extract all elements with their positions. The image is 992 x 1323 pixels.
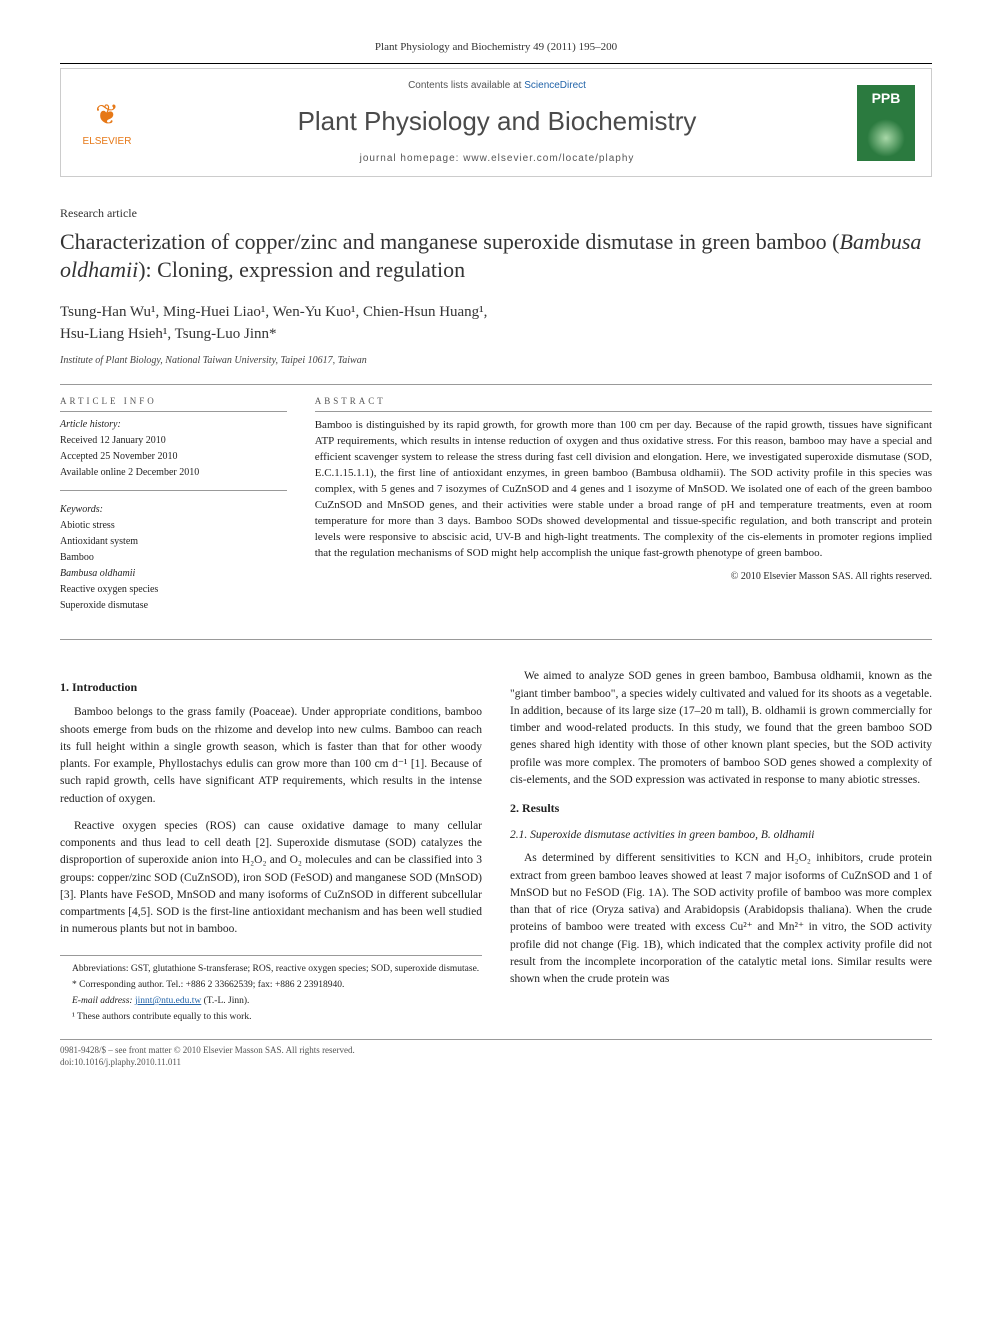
- accepted-date: Accepted 25 November 2010: [60, 450, 287, 464]
- cover-graphic: [867, 119, 905, 157]
- page-footer: 0981-9428/$ – see front matter © 2010 El…: [60, 1039, 932, 1069]
- keyword-item: Bambusa oldhamii: [60, 567, 287, 581]
- history-head: Article history:: [60, 418, 287, 432]
- journal-homepage: journal homepage: www.elsevier.com/locat…: [153, 152, 841, 166]
- email-label: E-mail address:: [72, 996, 135, 1006]
- online-date: Available online 2 December 2010: [60, 466, 287, 480]
- article-info-heading: ARTICLE INFO: [60, 395, 287, 413]
- footer-left: 0981-9428/$ – see front matter © 2010 El…: [60, 1044, 355, 1069]
- footer-copyright: 0981-9428/$ – see front matter © 2010 El…: [60, 1045, 355, 1055]
- email-suffix: (T.-L. Jinn).: [201, 996, 249, 1006]
- article-title: Characterization of copper/zinc and mang…: [60, 228, 932, 285]
- section-1-heading: 1. Introduction: [60, 678, 482, 696]
- article-type: Research article: [60, 205, 932, 222]
- footnotes: Abbreviations: GST, glutathione S-transf…: [60, 955, 482, 1025]
- keyword-item: Reactive oxygen species: [60, 583, 287, 597]
- section-2-heading: 2. Results: [510, 799, 932, 817]
- abstract-column: ABSTRACT Bamboo is distinguished by its …: [315, 395, 932, 616]
- title-post: ): Cloning, expression and regulation: [138, 257, 465, 282]
- body-two-column: 1. Introduction Bamboo belongs to the gr…: [60, 668, 932, 1026]
- affiliation: Institute of Plant Biology, National Tai…: [60, 354, 932, 368]
- journal-header-box: ❦ ELSEVIER Contents lists available at S…: [60, 68, 932, 176]
- top-rule: [60, 63, 932, 64]
- results-paragraph-1: As determined by different sensitivities…: [510, 850, 932, 988]
- keyword-item: Superoxide dismutase: [60, 599, 287, 613]
- keyword-item: Antioxidant system: [60, 535, 287, 549]
- received-date: Received 12 January 2010: [60, 434, 287, 448]
- authors: Tsung-Han Wu¹, Ming-Huei Liao¹, Wen-Yu K…: [60, 301, 932, 346]
- sciencedirect-link[interactable]: ScienceDirect: [524, 80, 586, 91]
- cover-label: PPB: [872, 89, 901, 109]
- abstract-copyright: © 2010 Elsevier Masson SAS. All rights r…: [315, 570, 932, 585]
- section-2-1-heading: 2.1. Superoxide dismutase activities in …: [510, 827, 932, 844]
- journal-name: Plant Physiology and Biochemistry: [153, 103, 841, 139]
- elsevier-brand: ELSEVIER: [83, 135, 132, 149]
- abstract-text: Bamboo is distinguished by its rapid gro…: [315, 418, 932, 561]
- journal-cover-thumbnail: PPB: [857, 85, 915, 161]
- keyword-item: Abiotic stress: [60, 519, 287, 533]
- intro-paragraph-2: Reactive oxygen species (ROS) can cause …: [60, 818, 482, 939]
- header-center: Contents lists available at ScienceDirec…: [153, 79, 841, 165]
- email-note: E-mail address: jinnt@ntu.edu.tw (T.-L. …: [60, 994, 482, 1008]
- footer-doi: doi:10.1016/j.plaphy.2010.11.011: [60, 1057, 181, 1067]
- authors-line-1: Tsung-Han Wu¹, Ming-Huei Liao¹, Wen-Yu K…: [60, 304, 487, 320]
- corresponding-author-note: * Corresponding author. Tel.: +886 2 336…: [60, 978, 482, 992]
- info-abstract-row: ARTICLE INFO Article history: Received 1…: [60, 395, 932, 616]
- equal-contribution-note: ¹ These authors contribute equally to th…: [60, 1010, 482, 1024]
- title-pre: Characterization of copper/zinc and mang…: [60, 229, 840, 254]
- elsevier-logo: ❦ ELSEVIER: [77, 88, 137, 158]
- authors-line-2: Hsu-Liang Hsieh¹, Tsung-Luo Jinn*: [60, 326, 277, 342]
- abstract-heading: ABSTRACT: [315, 395, 932, 413]
- abbreviations-note: Abbreviations: GST, glutathione S-transf…: [60, 962, 482, 976]
- contents-prefix: Contents lists available at: [408, 80, 524, 91]
- rule-above-abstract: [60, 384, 932, 385]
- keywords-head: Keywords:: [60, 503, 287, 517]
- elsevier-tree-icon: ❦: [95, 96, 118, 135]
- journal-reference: Plant Physiology and Biochemistry 49 (20…: [60, 40, 932, 55]
- intro-paragraph-3: We aimed to analyze SOD genes in green b…: [510, 668, 932, 789]
- keyword-item: Bamboo: [60, 551, 287, 565]
- rule-below-abstract: [60, 639, 932, 640]
- email-link[interactable]: jinnt@ntu.edu.tw: [135, 996, 201, 1006]
- intro-paragraph-1: Bamboo belongs to the grass family (Poac…: [60, 704, 482, 808]
- article-info-column: ARTICLE INFO Article history: Received 1…: [60, 395, 287, 616]
- contents-available: Contents lists available at ScienceDirec…: [153, 79, 841, 93]
- info-divider: [60, 490, 287, 491]
